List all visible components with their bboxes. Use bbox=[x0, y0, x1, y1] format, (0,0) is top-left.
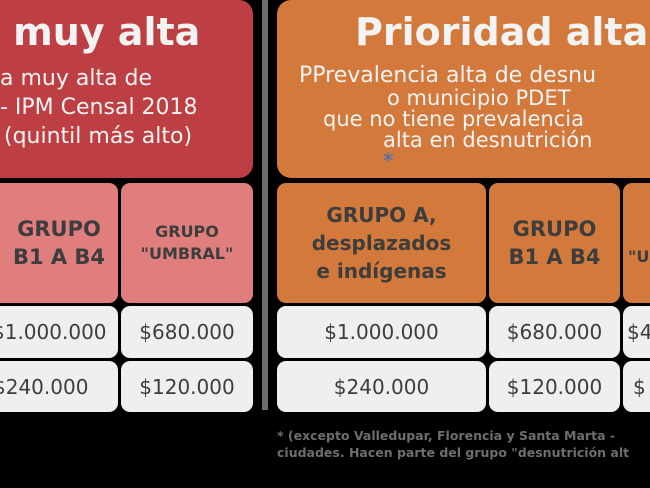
table-cell: $240.000 bbox=[0, 361, 118, 412]
table-cell: $680.000 bbox=[489, 306, 620, 358]
very-high-priority-title: d muy alta bbox=[0, 10, 201, 54]
header-line: "U bbox=[628, 247, 650, 266]
header-line: GRUPO bbox=[155, 222, 219, 241]
header-line: GRUPO bbox=[512, 217, 597, 241]
description-line: a muy alta de bbox=[0, 66, 153, 91]
panel-divider bbox=[262, 0, 268, 410]
column-header-grupo-b1-b4: GRUPO B1 A B4 bbox=[489, 183, 620, 303]
description-line: (quintil más alto) bbox=[4, 124, 193, 149]
description-line: PPrevalencia alta de desnu bbox=[299, 63, 597, 88]
footnote: * (excepto Valledupar, Florencia y Santa… bbox=[277, 427, 650, 461]
description-line: que no tiene prevalencia bbox=[323, 107, 584, 131]
header-line: GRUPO A, bbox=[326, 203, 437, 227]
description-line: o municipio PDET bbox=[387, 86, 571, 110]
column-header-grupo-b1-b4: GRUPO B1 A B4 bbox=[0, 183, 118, 303]
header-line: B1 A B4 bbox=[12, 245, 106, 269]
column-header-grupo-a-desplazados-indigenas: GRUPO A, desplazados e indígenas bbox=[277, 183, 486, 303]
high-priority-description: PPrevalencia alta de desnu o municipio P… bbox=[277, 64, 650, 172]
table-cell: $ bbox=[623, 361, 650, 412]
table-cell: $120.000 bbox=[489, 361, 620, 412]
table-cell: $120.000 bbox=[121, 361, 253, 412]
table-cell: $1.000.000 bbox=[277, 306, 486, 358]
header-line: desplazados bbox=[311, 231, 452, 255]
high-priority-header: Prioridad alta PPrevalencia alta de desn… bbox=[277, 0, 650, 178]
header-line: GRUPO bbox=[17, 217, 101, 241]
column-header-grupo-umbral: "U bbox=[623, 183, 650, 303]
table-cell: $4 bbox=[623, 306, 650, 358]
description-line-with-asterisk: alta en desnutrición * bbox=[277, 130, 650, 172]
very-high-priority-header: d muy alta a muy alta de - IPM Censal 20… bbox=[0, 0, 253, 178]
table-cell: $240.000 bbox=[277, 361, 486, 412]
header-line: "UMBRAL" bbox=[140, 244, 234, 263]
header-line: e indígenas bbox=[316, 259, 447, 283]
column-header-grupo-umbral: GRUPO "UMBRAL" bbox=[121, 183, 253, 303]
high-priority-title: Prioridad alta bbox=[355, 10, 649, 54]
header-line: B1 A B4 bbox=[508, 245, 601, 269]
description-line: - IPM Censal 2018 bbox=[0, 95, 198, 120]
description-line: alta en desnutrición bbox=[383, 128, 593, 152]
footnote-line: * (excepto Valledupar, Florencia y Santa… bbox=[277, 428, 616, 443]
table-cell: $1.000.000 bbox=[0, 306, 118, 358]
asterisk-icon: * bbox=[383, 149, 394, 173]
table-cell: $680.000 bbox=[121, 306, 253, 358]
very-high-priority-description: a muy alta de - IPM Censal 2018 (quintil… bbox=[0, 64, 253, 151]
footnote-line: ciudades. Hacen parte del grupo "desnutr… bbox=[277, 445, 630, 460]
